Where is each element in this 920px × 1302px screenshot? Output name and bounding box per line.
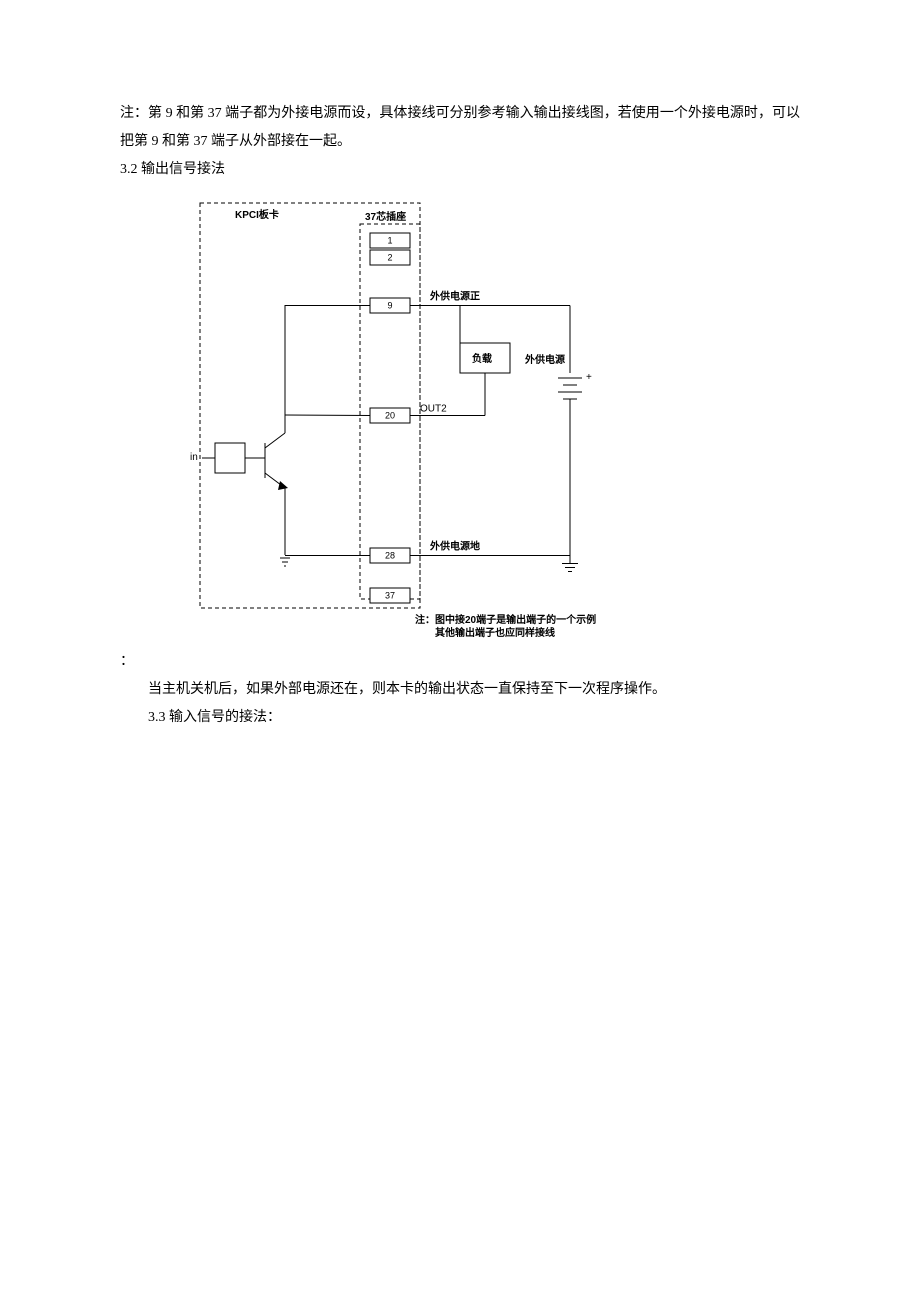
out-pin-label: OUT2: [420, 404, 447, 415]
ext-pwr-label: 外供电源: [524, 353, 565, 366]
body-paragraph: 当主机关机后，如果外部电源还在，则本卡的输出状态一直保持至下一次程序操作。: [120, 676, 800, 704]
svg-text:9: 9: [387, 301, 392, 311]
svg-text:20: 20: [385, 411, 395, 421]
in-label: in: [190, 452, 198, 463]
svg-text:2: 2: [387, 253, 392, 263]
svg-text:1: 1: [387, 236, 392, 246]
stray-colon: ：: [120, 648, 800, 676]
section-3-3-heading: 3.3 输入信号的接法：: [120, 704, 800, 732]
output-signal-diagram: KPCI板卡 37芯插座 1 2 9 20 28 37 in 外供电源正负载 OUT2 外供电源 + 外供…: [160, 188, 800, 648]
svg-text:+: +: [586, 372, 592, 383]
section-3-2-heading: 3.2 输出信号接法: [120, 156, 800, 184]
note-paragraph: 注：第 9 和第 37 端子都为外接电源而设，具体接线可分别参考输入输出接线图，…: [120, 100, 800, 156]
diagram-note-1: 注：图中接20端子是输出端子的一个示例: [415, 613, 596, 626]
ext-pos-label: 外供电源正: [429, 290, 480, 303]
load-label: 负载: [472, 352, 492, 365]
svg-text:28: 28: [385, 551, 395, 561]
socket-label: 37芯插座: [365, 210, 406, 223]
card-label: KPCI板卡: [235, 208, 279, 221]
diagram-note-2: 其他输出端子也应同样接线: [435, 626, 555, 639]
ext-gnd-label: 外供电源地: [429, 540, 480, 553]
svg-text:37: 37: [385, 591, 395, 601]
